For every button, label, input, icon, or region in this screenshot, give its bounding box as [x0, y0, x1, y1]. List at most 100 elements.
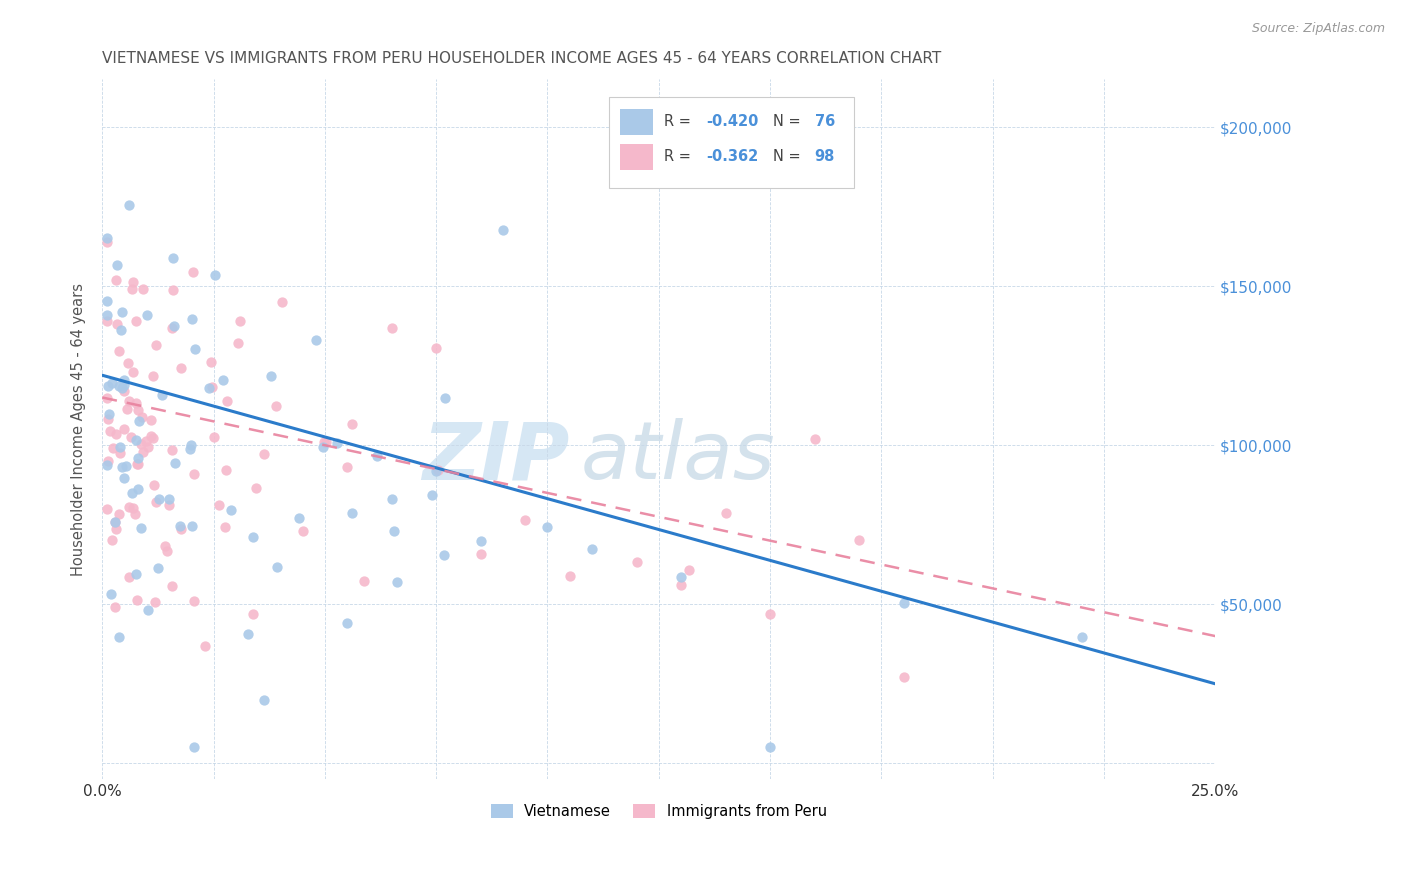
Point: [581, 541, 603, 556]
Point: [163, 318, 186, 333]
Point: [157, 498, 180, 512]
Point: [242, 607, 264, 622]
Point: [470, 548, 492, 562]
Point: [153, 539, 176, 553]
Point: [425, 464, 447, 478]
Point: [204, 268, 226, 283]
Point: [492, 223, 515, 237]
Point: [253, 693, 276, 707]
Point: [139, 429, 162, 443]
Point: [162, 443, 184, 458]
Point: [669, 569, 692, 583]
Point: [135, 434, 157, 448]
Point: [229, 314, 252, 328]
Point: [169, 519, 191, 533]
Point: [105, 273, 128, 287]
Text: N =: N =: [773, 149, 806, 164]
Point: [117, 356, 139, 370]
Point: [114, 384, 136, 398]
Point: [131, 445, 153, 459]
Point: [260, 368, 283, 383]
Point: [97, 407, 120, 421]
Point: [181, 265, 204, 279]
Point: [238, 626, 260, 640]
Point: [101, 376, 124, 390]
Point: [101, 441, 124, 455]
Point: [183, 740, 205, 755]
Point: [104, 522, 127, 536]
Point: [264, 399, 287, 413]
Point: [181, 519, 204, 533]
Point: [125, 313, 148, 327]
Point: [381, 321, 404, 335]
Point: [669, 577, 692, 591]
Point: [162, 284, 184, 298]
Point: [536, 520, 558, 534]
Point: [114, 458, 136, 473]
Point: [105, 317, 128, 331]
Point: [105, 258, 128, 272]
Point: [104, 516, 127, 530]
Point: [252, 447, 274, 461]
Point: [96, 308, 118, 322]
Text: 98: 98: [814, 149, 835, 164]
Point: [219, 503, 242, 517]
Point: [96, 294, 118, 309]
Point: [127, 450, 149, 465]
Point: [96, 235, 118, 249]
Point: [122, 501, 145, 516]
Point: [211, 373, 233, 387]
Text: Source: ZipAtlas.com: Source: ZipAtlas.com: [1251, 22, 1385, 36]
Point: [127, 457, 149, 471]
Point: [118, 570, 141, 584]
Point: [382, 524, 405, 539]
Point: [678, 564, 700, 578]
Point: [184, 343, 207, 357]
Point: [146, 561, 169, 575]
Point: [97, 411, 120, 425]
Point: [96, 313, 118, 327]
Point: [315, 434, 337, 449]
Point: [145, 338, 167, 352]
Point: [97, 454, 120, 468]
Point: [139, 413, 162, 427]
Point: [179, 442, 201, 457]
Point: [100, 587, 122, 601]
Point: [803, 433, 825, 447]
Point: [215, 394, 238, 409]
Legend: Vietnamese, Immigrants from Peru: Vietnamese, Immigrants from Peru: [485, 797, 832, 824]
Point: [288, 511, 311, 525]
Point: [156, 544, 179, 558]
Point: [340, 506, 363, 520]
Point: [1070, 631, 1092, 645]
Point: [893, 596, 915, 610]
Point: [136, 603, 159, 617]
Point: [336, 616, 359, 631]
Point: [125, 433, 148, 447]
Point: [180, 437, 202, 451]
Point: [160, 579, 183, 593]
Y-axis label: Householder Income Ages 45 - 64 years: Householder Income Ages 45 - 64 years: [72, 283, 86, 576]
Point: [108, 440, 131, 454]
Point: [125, 566, 148, 581]
Point: [96, 231, 118, 245]
Point: [626, 555, 648, 569]
Point: [291, 524, 314, 538]
Text: N =: N =: [773, 114, 806, 128]
Point: [127, 482, 149, 496]
Point: [714, 506, 737, 520]
Point: [121, 282, 143, 296]
Point: [202, 430, 225, 444]
Point: [112, 471, 135, 485]
Point: [515, 513, 537, 527]
Point: [266, 559, 288, 574]
Point: [101, 533, 124, 548]
Text: VIETNAMESE VS IMMIGRANTS FROM PERU HOUSEHOLDER INCOME AGES 45 - 64 YEARS CORRELA: VIETNAMESE VS IMMIGRANTS FROM PERU HOUSE…: [103, 51, 942, 66]
Point: [108, 630, 131, 644]
Point: [124, 395, 146, 409]
Point: [148, 491, 170, 506]
Point: [271, 295, 294, 310]
Point: [353, 574, 375, 588]
Point: [215, 463, 238, 477]
FancyBboxPatch shape: [620, 109, 654, 136]
